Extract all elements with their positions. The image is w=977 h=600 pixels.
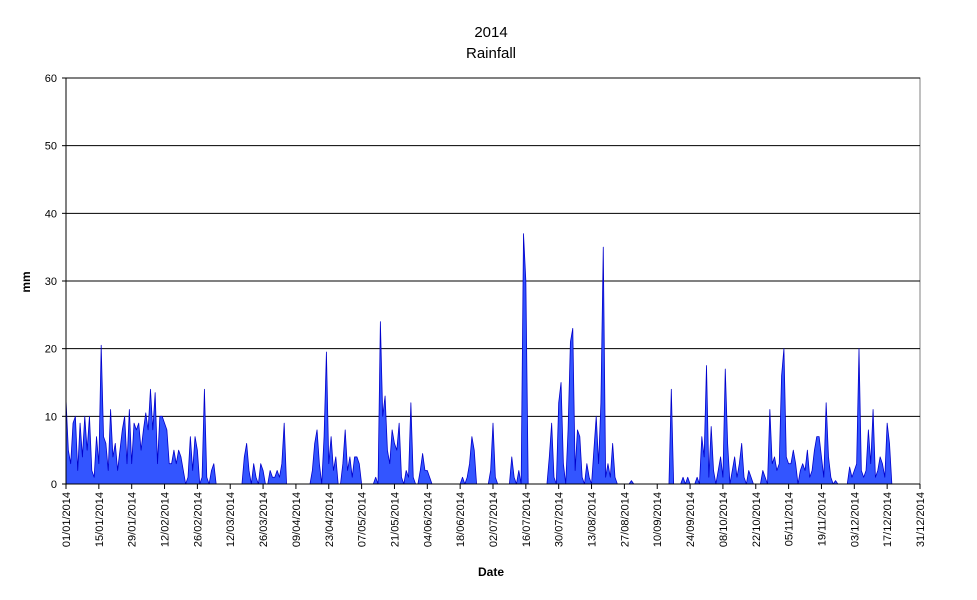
x-tick-label: 16/07/2014 <box>521 492 533 547</box>
x-tick-labels: 01/01/2014 15/01/2014 29/01/2014 12/02/2014… <box>61 484 927 547</box>
x-tick-label: 23/04/2014 <box>324 492 336 547</box>
y-tick-label: 50 <box>45 141 57 153</box>
y-axis-label: mm <box>19 271 33 292</box>
x-axis-label: Date <box>478 565 504 579</box>
y-tick-label: 60 <box>45 73 57 85</box>
y-tick-label: 40 <box>45 208 57 220</box>
chart-title: 2014 <box>474 24 507 41</box>
x-tick-label: 04/06/2014 <box>422 492 434 547</box>
x-tick-label: 26/03/2014 <box>258 492 270 547</box>
y-tick-label: 0 <box>51 479 57 491</box>
x-tick-label: 26/02/2014 <box>192 492 204 547</box>
x-tick-label: 12/03/2014 <box>225 492 237 547</box>
x-tick-label: 27/08/2014 <box>619 492 631 547</box>
x-tick-label: 17/12/2014 <box>882 492 894 547</box>
x-tick-label: 05/11/2014 <box>784 492 796 546</box>
x-tick-label: 24/09/2014 <box>685 492 697 547</box>
x-tick-label: 10/09/2014 <box>652 492 664 547</box>
x-tick-label: 29/01/2014 <box>127 492 139 547</box>
x-tick-label: 02/07/2014 <box>488 492 500 547</box>
rainfall-area-fill <box>65 233 893 485</box>
chart-subtitle: Rainfall <box>466 45 516 62</box>
x-tick-label: 09/04/2014 <box>291 492 303 547</box>
x-tick-label: 07/05/2014 <box>357 492 369 547</box>
rainfall-area <box>65 233 893 485</box>
x-tick-label: 22/10/2014 <box>751 492 763 547</box>
x-tick-label: 12/02/2014 <box>160 492 172 547</box>
y-tick-label: 20 <box>45 344 57 356</box>
x-tick-label: 15/01/2014 <box>94 492 106 547</box>
x-tick-label: 01/01/2014 <box>61 492 73 547</box>
x-tick-label: 19/11/2014 <box>816 492 828 546</box>
x-tick-label: 30/07/2014 <box>554 492 566 547</box>
y-tick-label: 10 <box>45 411 57 423</box>
x-tick-label: 31/12/2014 <box>915 492 927 547</box>
x-tick-label: 13/08/2014 <box>587 492 599 547</box>
x-tick-label: 21/05/2014 <box>389 492 401 547</box>
x-tick-label: 03/12/2014 <box>849 492 861 547</box>
x-tick-label: 08/10/2014 <box>718 492 730 547</box>
x-tick-label: 18/06/2014 <box>455 492 467 547</box>
y-tick-label: 30 <box>45 276 57 288</box>
y-tick-labels: 0 10 20 30 40 50 60 <box>45 73 66 491</box>
